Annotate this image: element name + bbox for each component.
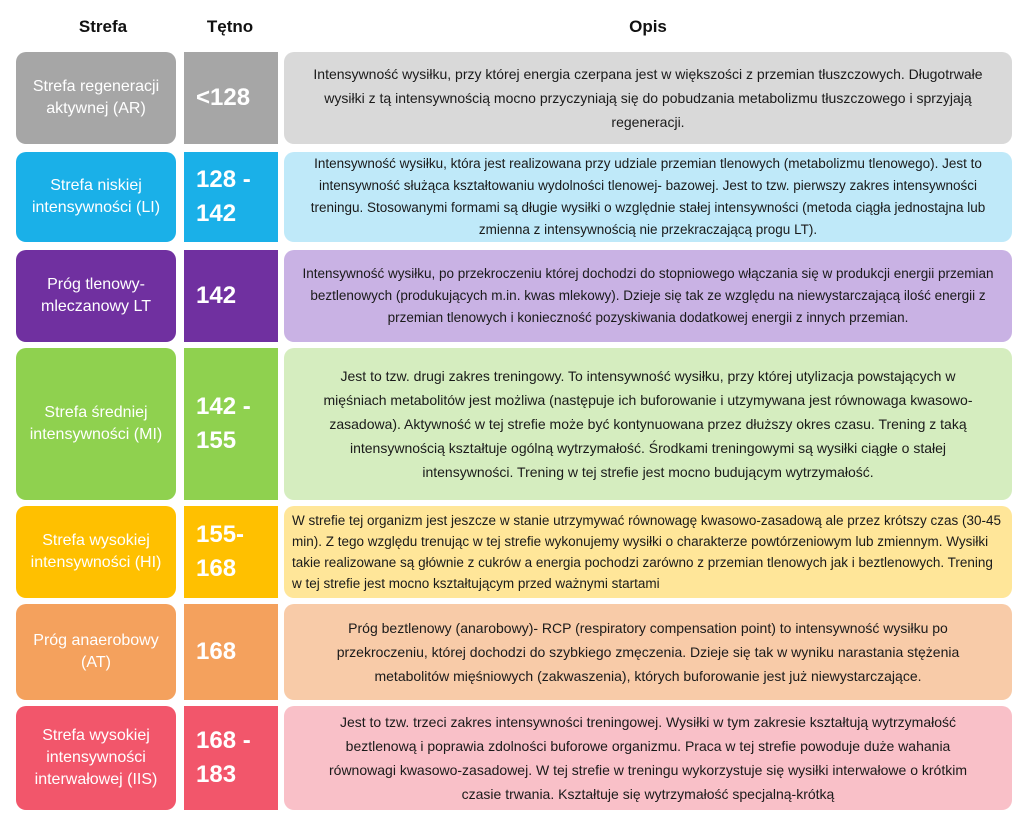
- heart-rate-value: 168 - 183: [184, 706, 278, 810]
- heart-rate-value: 142: [184, 250, 278, 342]
- zone-description: W strefie tej organizm jest jeszcze w st…: [284, 506, 1012, 598]
- header-zone: Strefa: [78, 17, 128, 36]
- zone-row-li: Strefa niskiej intensywności (LI) 128 - …: [16, 152, 1012, 242]
- zone-row-mi: Strefa średniej intensywności (MI) 142 -…: [16, 348, 1012, 500]
- zone-description: Jest to tzw. trzeci zakres intensywności…: [284, 706, 1012, 810]
- zone-row-iis: Strefa wysokiej intensywności interwałow…: [16, 706, 1012, 810]
- zone-name: Strefa wysokiej intensywności interwałow…: [16, 706, 176, 810]
- zone-description: Intensywność wysiłku, która jest realizo…: [284, 152, 1012, 242]
- zone-description: Próg beztlenowy (anarobowy)- RCP (respir…: [284, 604, 1012, 700]
- zone-name: Strefa niskiej intensywności (LI): [16, 152, 176, 242]
- heart-rate-value: 168: [184, 604, 278, 700]
- header-heart-rate: Tętno: [206, 17, 254, 36]
- zone-row-lt: Próg tlenowy-mleczanowy LT 142 Intensywn…: [16, 250, 1012, 342]
- heart-rate-value: 142 - 155: [184, 348, 278, 500]
- zone-description: Intensywność wysiłku, po przekroczeniu k…: [284, 250, 1012, 342]
- zone-row-hi: Strefa wysokiej intensywności (HI) 155- …: [16, 506, 1012, 598]
- header-description: Opis: [629, 17, 667, 36]
- heart-rate-value: <128: [184, 52, 278, 144]
- zone-description: Jest to tzw. drugi zakres treningowy. To…: [284, 348, 1012, 500]
- zone-name: Strefa regeneracji aktywnej (AR): [16, 52, 176, 144]
- zone-name: Próg tlenowy-mleczanowy LT: [16, 250, 176, 342]
- zone-description: Intensywność wysiłku, przy której energi…: [284, 52, 1012, 144]
- heart-rate-value: 128 - 142: [184, 152, 278, 242]
- zone-name: Strefa średniej intensywności (MI): [16, 348, 176, 500]
- zone-name: Próg anaerobowy (AT): [16, 604, 176, 700]
- zone-row-ar: Strefa regeneracji aktywnej (AR) <128 In…: [16, 52, 1012, 144]
- zone-row-at: Próg anaerobowy (AT) 168 Próg beztlenowy…: [16, 604, 1012, 700]
- zone-name: Strefa wysokiej intensywności (HI): [16, 506, 176, 598]
- heart-rate-value: 155- 168: [184, 506, 278, 598]
